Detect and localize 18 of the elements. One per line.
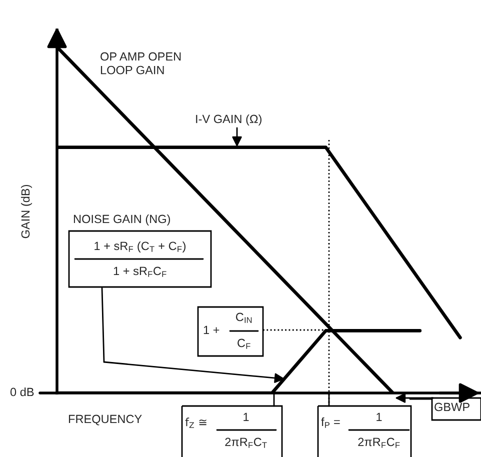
text: GBWP [434, 402, 470, 412]
y-axis-title: GAIN (dB) [20, 185, 32, 238]
annotation: OP AMP OPEN LOOP GAIN [100, 52, 181, 74]
text: FREQUENCY [68, 414, 142, 426]
annotation: 1 + sR$_{F}$ (C$_{T}$ + C$_{F}$) [94, 241, 186, 252]
annotation: I-V GAIN (Ω) [196, 114, 262, 126]
annotation: 1 + sR$_{F}$C$_{F}$ [114, 266, 166, 277]
text: 0 dB [10, 387, 34, 396]
annotation: 1 + [204, 326, 220, 334]
text: 1 [376, 412, 382, 422]
text: 2πR$_{F}$C$_{F}$ [358, 438, 400, 448]
annotation: C$_{IN}$ [236, 312, 252, 323]
text: 1 [244, 412, 249, 422]
text: f$_{Z}$ ≅ [185, 418, 206, 428]
annotation: C$_{F}$ [238, 338, 250, 349]
text: 2πR$_{F}$C$_{T}$ [225, 438, 267, 448]
annotation: NOISE GAIN (NG) [74, 214, 170, 226]
text: f$_{P}$ = [321, 417, 340, 428]
